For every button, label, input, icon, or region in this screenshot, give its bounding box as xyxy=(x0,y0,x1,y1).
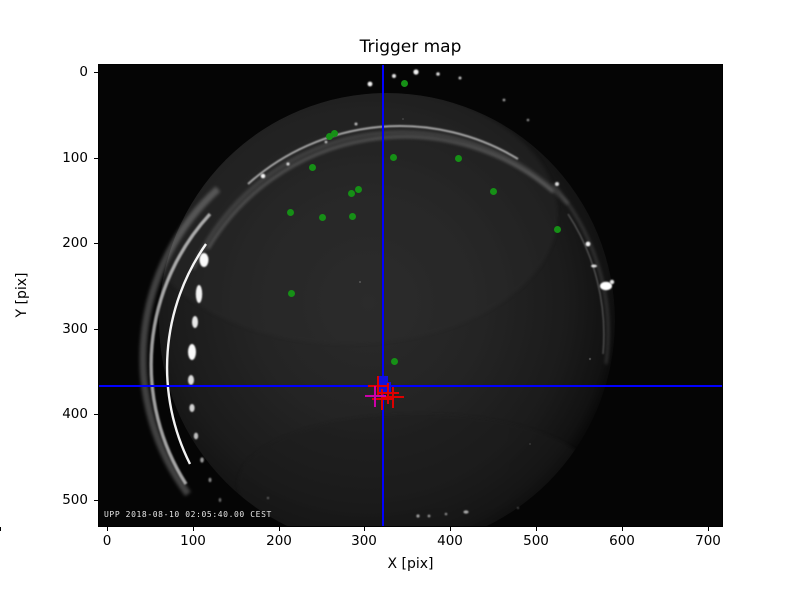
trigger-marker[interactable] xyxy=(308,163,316,171)
x-tick-label: 300 xyxy=(351,533,377,549)
y-tick-mark xyxy=(94,500,98,501)
crosshair-vertical-line xyxy=(382,64,384,527)
y-tick-label: 0 xyxy=(79,64,88,80)
x-tick-mark xyxy=(193,527,194,531)
x-tick-mark xyxy=(536,527,537,531)
timestamp-overlay: UPP 2018-08-10 02:05:40.00 CEST xyxy=(104,510,272,519)
page-title: Trigger map xyxy=(359,37,462,57)
trigger-marker[interactable] xyxy=(347,189,355,197)
trigger-marker[interactable] xyxy=(325,132,333,140)
trigger-marker[interactable] xyxy=(354,185,362,193)
trigger-marker[interactable] xyxy=(400,79,408,87)
crosshair-center-blob xyxy=(379,376,388,392)
y-tick-label: 300 xyxy=(62,321,88,337)
x-tick-mark xyxy=(364,527,365,531)
plot-area[interactable]: UPP 2018-08-10 02:05:40.00 CEST xyxy=(98,64,723,527)
trigger-marker[interactable] xyxy=(330,129,338,137)
x-tick-label: 200 xyxy=(266,533,292,549)
y-tick-label: 100 xyxy=(62,150,88,166)
x-tick-label: 500 xyxy=(523,533,549,549)
y-axis-label: Y [pix] xyxy=(14,272,30,318)
x-tick-mark xyxy=(450,527,451,531)
cross-marker-vertical-bar xyxy=(374,385,376,407)
y-tick-mark xyxy=(94,158,98,159)
all-sky-image xyxy=(98,64,723,527)
trigger-marker[interactable] xyxy=(348,212,356,220)
cross-marker-vertical-bar xyxy=(377,375,379,397)
x-axis-label: X [pix] xyxy=(387,556,434,572)
x-tick-mark xyxy=(708,527,709,531)
cross-marker-vertical-bar xyxy=(381,388,383,410)
y-tick-mark xyxy=(94,243,98,244)
x-tick-mark xyxy=(622,527,623,531)
y-tick-mark xyxy=(94,414,98,415)
x-tick-label: 100 xyxy=(180,533,206,549)
crosshair-horizontal-line xyxy=(98,385,723,387)
y-tick-label: 500 xyxy=(62,492,88,508)
x-tick-label: 400 xyxy=(437,533,463,549)
trigger-marker[interactable] xyxy=(489,187,497,195)
y-tick-mark xyxy=(94,329,98,330)
trigger-marker[interactable] xyxy=(318,213,326,221)
x-tick-mark xyxy=(107,527,108,531)
y-tick-label: 200 xyxy=(62,235,88,251)
cross-marker-vertical-bar xyxy=(392,386,394,408)
trigger-marker[interactable] xyxy=(390,357,398,365)
trigger-marker[interactable] xyxy=(287,289,295,297)
trigger-marker[interactable] xyxy=(286,208,294,216)
x-tick-label: 600 xyxy=(609,533,635,549)
y-tick-label: 400 xyxy=(62,406,88,422)
x-tick-mark xyxy=(0,527,1,531)
trigger-marker[interactable] xyxy=(553,225,561,233)
y-tick-mark xyxy=(94,72,98,73)
x-tick-label: 0 xyxy=(102,533,112,549)
cross-marker-vertical-bar xyxy=(387,382,389,404)
x-tick-mark xyxy=(279,527,280,531)
x-tick-label: 700 xyxy=(695,533,721,549)
trigger-marker[interactable] xyxy=(454,154,462,162)
trigger-marker[interactable] xyxy=(389,153,397,161)
